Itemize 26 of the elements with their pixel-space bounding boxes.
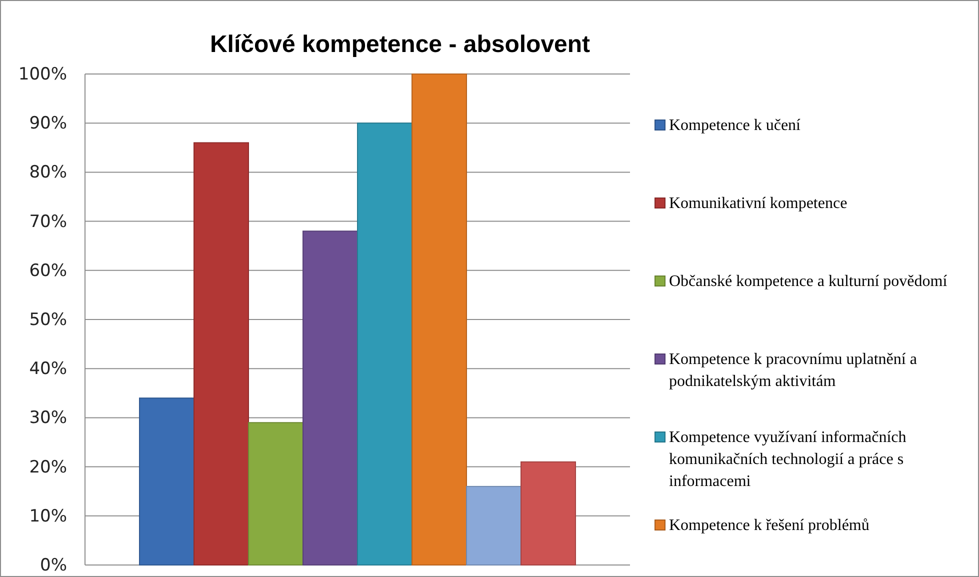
- legend-label: Kompetence využívaní informačních komunikačních technologií a práce s informacemi: [669, 429, 906, 490]
- legend-label: Kompetence k učení: [669, 117, 802, 134]
- bar: [194, 142, 249, 566]
- legend-label: Komunikativní kompetence: [669, 195, 848, 212]
- bar: [412, 74, 467, 566]
- y-tick-label: 50%: [29, 310, 67, 330]
- y-tick-label: 60%: [29, 260, 67, 281]
- bar: [520, 461, 576, 566]
- bar: [357, 122, 412, 566]
- bar: [466, 486, 522, 566]
- bar: [302, 230, 358, 566]
- legend-label: Občanské kompetence a kulturní povědomí: [669, 273, 948, 290]
- y-tick-label: 90%: [29, 114, 67, 134]
- legend-label: Kompetence k řešení problémů: [669, 517, 870, 534]
- bar: [139, 398, 194, 566]
- y-tick-label: 10%: [29, 506, 67, 526]
- chart-title: Klíčové kompetence - absolovent: [210, 31, 590, 58]
- y-tick-label: 80%: [29, 162, 67, 183]
- y-tick-label: 30%: [29, 408, 67, 428]
- y-tick-label: 40%: [29, 359, 67, 380]
- bar: [248, 422, 304, 566]
- legend-label: Kompetence k pracovnímu uplatnění a podnikatelským aktivitám: [669, 351, 917, 390]
- y-tick-label: 20%: [29, 457, 67, 478]
- y-tick-label: 100%: [18, 64, 67, 84]
- y-tick-label: 0%: [40, 555, 67, 576]
- y-tick-label: 70%: [29, 212, 67, 232]
